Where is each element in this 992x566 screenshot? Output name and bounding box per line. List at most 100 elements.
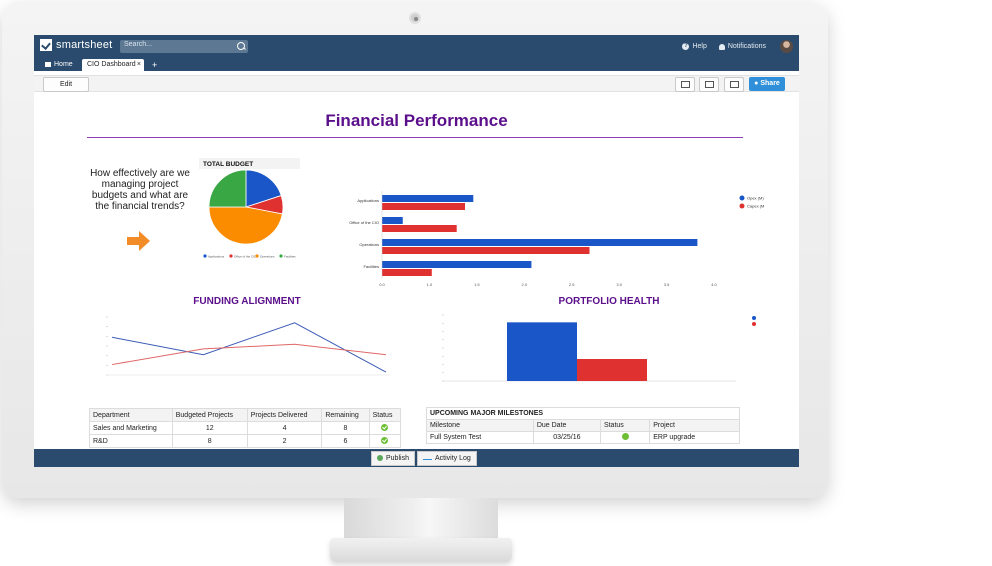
share-label: Share: [760, 80, 780, 87]
bottom-bar: Publish Activity Log: [34, 449, 799, 467]
pie-slice: [208, 206, 283, 245]
tab-home-label: Home: [54, 61, 73, 68]
department-cell: Sales and Marketing: [89, 421, 173, 435]
budgeted-cell: 8: [171, 434, 248, 448]
monitor-stand-neck: [344, 498, 498, 540]
column-header[interactable]: Status: [599, 419, 651, 432]
legend-swatch: [752, 322, 756, 326]
bar: [382, 225, 457, 232]
bar: [382, 247, 590, 254]
bar: [382, 261, 532, 268]
notifications-link[interactable]: Notifications: [727, 43, 766, 50]
app-screen: smartsheet Search... ? Help Notification…: [34, 35, 799, 467]
table-row[interactable]: R&D 8 2 6: [89, 434, 402, 448]
check-icon: [381, 423, 389, 431]
tick-label: 0.0: [379, 282, 385, 287]
status-dot-icon: [621, 433, 629, 440]
column-header[interactable]: Projects Delivered: [246, 408, 323, 422]
present-button[interactable]: [675, 77, 695, 92]
milestones-table: UPCOMING MAJOR MILESTONES Milestone Due …: [426, 407, 740, 444]
bar: [507, 322, 577, 381]
help-icon[interactable]: ?: [682, 43, 690, 50]
print-button[interactable]: [699, 77, 719, 92]
milestone-cell: Full System Test: [426, 431, 534, 444]
status-cell: [599, 431, 651, 444]
avatar[interactable]: [780, 40, 793, 53]
share-icon: ●: [754, 80, 761, 87]
pie-slice: [245, 169, 282, 208]
column-header[interactable]: Department: [89, 408, 173, 422]
search-placeholder: Search...: [124, 41, 153, 48]
due-date-cell: 03/25/16: [532, 431, 601, 444]
arrow-right-icon: [127, 231, 150, 251]
tick-label: 2.0: [522, 282, 528, 287]
bell-icon[interactable]: [718, 43, 725, 50]
legend-swatch: [229, 254, 233, 258]
bar-category-label: Office of the CIO: [349, 220, 379, 225]
legend-swatch: [255, 254, 259, 258]
top-right-menu: ? Help Notifications: [682, 40, 793, 53]
table-row[interactable]: Full System Test 03/25/16 ERP upgrade: [426, 431, 740, 444]
funding-line-chart: [106, 316, 390, 376]
pie-title: TOTAL BUDGET: [203, 161, 253, 168]
status-cell: [368, 421, 402, 435]
legend-label: Facilities: [284, 255, 296, 259]
close-tab-icon[interactable]: ×: [136, 61, 141, 68]
share-button[interactable]: ● Share: [749, 77, 785, 91]
monitor-frame: smartsheet Search... ? Help Notification…: [2, 2, 828, 498]
edit-button[interactable]: Edit: [43, 77, 89, 92]
project-cell: ERP upgrade: [649, 431, 740, 444]
dashboard-canvas: Financial Performance How effectively ar…: [34, 95, 799, 449]
activity-icon: [423, 454, 432, 460]
bar-category-label: Facilities: [363, 264, 379, 269]
search-input[interactable]: Search...: [120, 40, 248, 53]
column-header[interactable]: Project: [649, 419, 740, 432]
legend-label: Operations: [260, 255, 275, 259]
line-series: [111, 322, 387, 373]
funding-alignment-title: FUNDING ALIGNMENT: [193, 296, 301, 307]
column-header[interactable]: Status: [368, 408, 402, 422]
table-row[interactable]: Sales and Marketing 12 4 8: [89, 421, 402, 435]
bar: [382, 195, 474, 202]
tick-label: 1.0: [427, 282, 433, 287]
question-text: How effectively are we managing project …: [90, 168, 190, 212]
budgeted-cell: 12: [171, 421, 248, 435]
bar: [577, 359, 647, 381]
publish-label: Publish: [386, 455, 409, 462]
total-budget-pie-chart: TOTAL BUDGET Applications Office of the C…: [199, 158, 300, 259]
monitor-icon: [681, 81, 690, 88]
legend-swatch: [203, 254, 207, 258]
tab-bar: Home CIO Dashboard × +: [34, 57, 799, 71]
column-header[interactable]: Budgeted Projects: [171, 408, 248, 422]
line-series: [111, 343, 387, 366]
top-bar: smartsheet Search... ? Help Notification…: [34, 35, 799, 57]
legend-swatch: [752, 316, 756, 320]
search-icon[interactable]: [237, 42, 245, 50]
column-header[interactable]: Remaining: [321, 408, 370, 422]
department-table: Department Budgeted Projects Projects De…: [89, 408, 402, 448]
publish-button[interactable]: Publish: [371, 451, 415, 466]
pie-title-bg: [199, 158, 300, 169]
legend-swatch: [739, 195, 745, 201]
add-tab-icon[interactable]: +: [152, 60, 158, 70]
legend-label: Opex (M): [747, 196, 764, 201]
legend-swatch: [739, 203, 745, 209]
column-header[interactable]: Due Date: [532, 419, 601, 432]
brand-logo[interactable]: smartsheet: [40, 39, 112, 51]
pie-slice: [208, 169, 247, 208]
column-header[interactable]: Milestone: [426, 419, 534, 432]
smartsheet-logo-icon: [40, 39, 52, 51]
tab-cio-dashboard[interactable]: CIO Dashboard ×: [82, 59, 144, 71]
check-icon: [381, 436, 389, 444]
copy-icon: [730, 81, 739, 88]
delivered-cell: 2: [246, 434, 323, 448]
table-header-row: Department Budgeted Projects Projects De…: [89, 408, 402, 422]
activity-log-button[interactable]: Activity Log: [417, 451, 477, 466]
portfolio-bar-chart: [442, 314, 756, 382]
milestones-title: UPCOMING MAJOR MILESTONES: [426, 407, 740, 420]
help-link[interactable]: Help: [692, 43, 707, 50]
tab-home[interactable]: Home: [40, 59, 78, 71]
milestones-title-row: UPCOMING MAJOR MILESTONES: [426, 407, 740, 420]
copy-button[interactable]: [724, 77, 744, 92]
bar: [382, 269, 432, 276]
